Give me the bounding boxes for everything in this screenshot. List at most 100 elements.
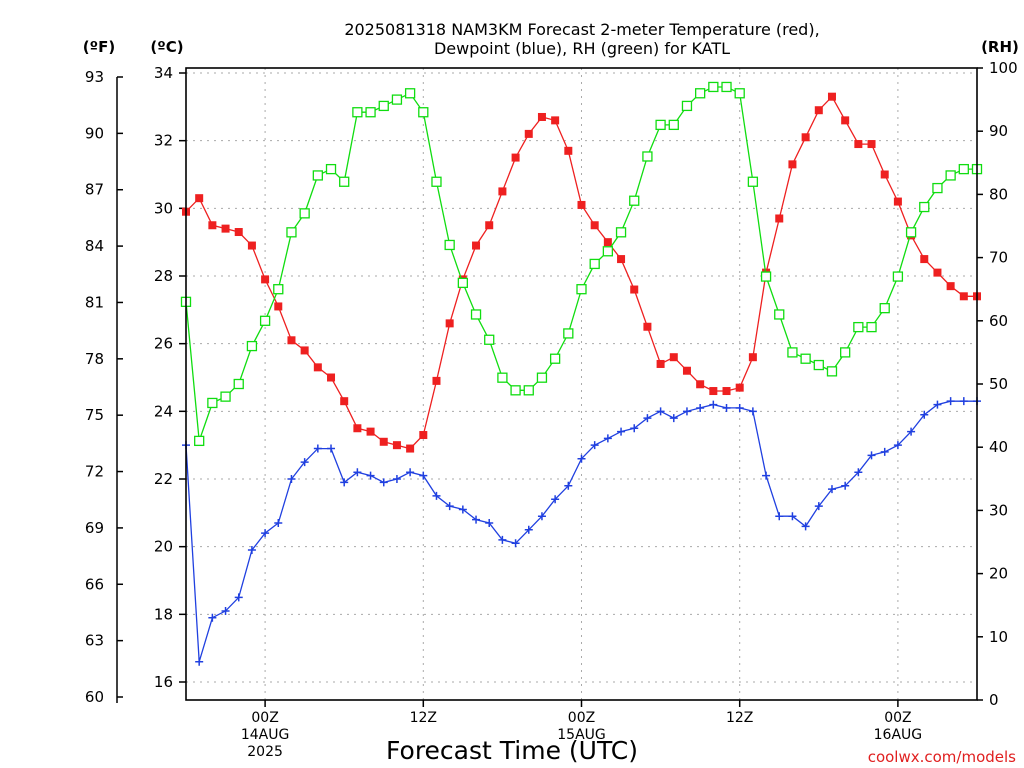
rh-marker xyxy=(352,107,363,118)
dewpoint-marker xyxy=(814,502,823,511)
celsius-tick-label: 18 xyxy=(154,605,173,623)
rh-marker xyxy=(233,378,244,390)
rh-marker xyxy=(892,271,904,282)
rh-marker xyxy=(299,208,310,219)
dewpoint-marker xyxy=(630,424,639,433)
temperature-marker xyxy=(208,221,217,230)
celsius-tick-label: 20 xyxy=(154,538,173,556)
temperature-marker xyxy=(590,221,599,230)
temperature-marker xyxy=(775,214,784,223)
temperature-marker xyxy=(841,116,850,125)
plot-frame xyxy=(185,67,978,701)
rh-marker xyxy=(787,347,798,358)
dewpoint-marker xyxy=(432,491,441,500)
temperature-marker xyxy=(603,238,612,247)
temperature-marker xyxy=(366,427,375,436)
dewpoint-marker xyxy=(801,522,810,531)
temperature-marker xyxy=(353,424,362,433)
dewpoint-marker xyxy=(379,478,388,487)
fahrenheit-tick-label: 69 xyxy=(85,519,104,537)
fahrenheit-tick-label: 81 xyxy=(85,293,104,311)
temperature-marker xyxy=(893,197,902,206)
dewpoint-marker xyxy=(458,505,467,514)
temperature-marker xyxy=(709,387,718,396)
dewpoint-marker xyxy=(274,518,283,527)
rh-marker xyxy=(536,372,548,383)
fahrenheit-tick-label: 87 xyxy=(85,181,104,199)
dewpoint-marker xyxy=(221,606,230,615)
axes: 93 90 87 84 81 78 75 72 69 66 63 60 34 32 30 28 26 24 22 20… xyxy=(85,59,1018,709)
rh-marker xyxy=(840,347,851,358)
celsius-tick-label: 16 xyxy=(154,673,173,691)
dewpoint-marker xyxy=(946,397,955,406)
dewpoint-marker xyxy=(656,407,665,416)
rh-marker xyxy=(246,340,258,352)
celsius-tick-label: 24 xyxy=(154,402,173,420)
rh-tick-label: 50 xyxy=(989,375,1008,393)
dewpoint-marker xyxy=(366,471,375,480)
rh-tick-label: 80 xyxy=(989,185,1008,203)
temperature-marker xyxy=(920,255,929,264)
temperature-marker xyxy=(406,444,415,453)
rh-marker xyxy=(826,366,838,377)
fahrenheit-tick-label: 78 xyxy=(85,350,104,368)
celsius-tick-label: 30 xyxy=(154,199,173,217)
temperature-marker xyxy=(801,133,810,142)
rh-marker xyxy=(642,151,653,162)
temperature-marker xyxy=(221,224,230,233)
temperature-marker xyxy=(234,228,243,237)
rh-marker xyxy=(484,334,495,345)
rh-marker xyxy=(734,88,745,99)
dewpoint-marker xyxy=(353,468,362,477)
rh-marker xyxy=(602,246,614,257)
temperature-marker xyxy=(656,359,665,368)
dewpoint-marker xyxy=(709,400,718,409)
temperature-marker xyxy=(867,140,876,149)
celsius-tick-label: 34 xyxy=(154,64,173,82)
rh-marker xyxy=(668,119,679,131)
dewpoint-marker xyxy=(603,434,612,443)
rh-tick-label: 90 xyxy=(989,122,1008,140)
rh-marker xyxy=(457,277,469,289)
celsius-tick-label: 26 xyxy=(154,335,173,353)
rh-marker xyxy=(866,321,877,333)
rh-marker xyxy=(549,353,561,364)
rh-marker xyxy=(615,227,627,238)
x-tick-label: 00Z xyxy=(884,710,911,726)
dewpoint-marker xyxy=(392,475,401,483)
rh-marker xyxy=(800,353,811,364)
rh-marker xyxy=(259,315,271,326)
temperature-marker xyxy=(419,431,428,440)
temperature-marker xyxy=(748,353,757,362)
dewpoint-marker xyxy=(208,613,217,622)
x-tick-label: 00Z xyxy=(568,710,595,726)
rh-marker xyxy=(958,163,969,175)
rh-marker xyxy=(273,284,284,295)
rh-marker xyxy=(404,88,416,99)
rh-marker xyxy=(418,107,429,118)
temperature-marker xyxy=(327,373,336,382)
rh-marker xyxy=(919,201,930,213)
rh-tick-label: 40 xyxy=(989,438,1008,456)
fahrenheit-tick-label: 60 xyxy=(85,688,104,706)
dewpoint-marker xyxy=(722,403,731,412)
rh-marker xyxy=(470,309,482,320)
rh-tick-label: 0 xyxy=(989,691,999,709)
dewpoint-marker xyxy=(498,535,507,544)
dewpoint-marker xyxy=(893,441,902,450)
rh-marker xyxy=(325,163,337,175)
rh-marker xyxy=(853,321,864,333)
rh-marker xyxy=(708,81,719,93)
temperature-marker xyxy=(959,292,968,301)
fahrenheit-tick-label: 66 xyxy=(85,575,104,593)
temperature-marker xyxy=(814,106,823,115)
dewpoint-marker xyxy=(472,515,481,524)
temperature-marker xyxy=(735,383,744,392)
dewpoint-marker xyxy=(195,657,204,666)
dewpoint-marker xyxy=(511,539,520,548)
temperature-marker xyxy=(854,140,863,149)
dewpoint-marker xyxy=(880,447,889,456)
dewpoint-marker xyxy=(907,427,916,436)
